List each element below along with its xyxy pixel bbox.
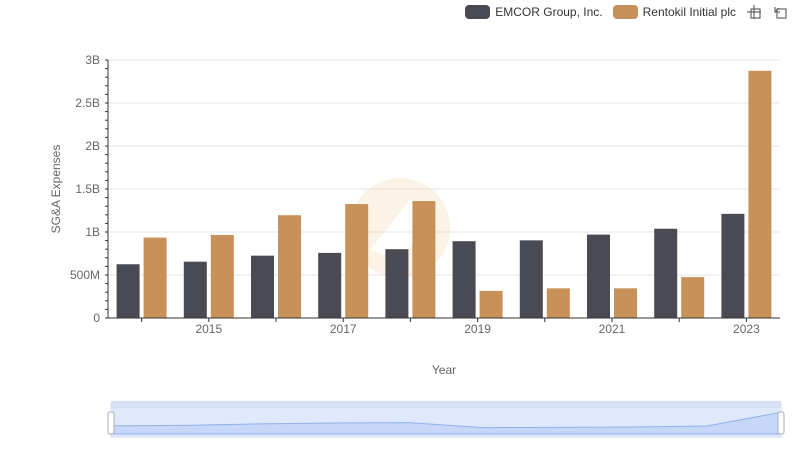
- bar-rentokil-2021[interactable]: [614, 288, 637, 318]
- legend-label-emcor: EMCOR Group, Inc.: [495, 5, 603, 19]
- legend-swatch-emcor: [465, 5, 491, 19]
- y-tick-label: 2.5B: [75, 96, 100, 110]
- x-axis: 2015 2017 2019 2021 2023: [108, 317, 780, 336]
- x-tick-label: 2021: [599, 322, 626, 336]
- slider-handle-left[interactable]: [107, 411, 115, 435]
- y-tick-label: 2B: [85, 139, 100, 153]
- legend-item-emcor[interactable]: EMCOR Group, Inc.: [465, 5, 603, 19]
- y-tick-label: 3B: [85, 53, 100, 67]
- bars: [116, 70, 772, 318]
- restore-icon[interactable]: [772, 4, 788, 20]
- y-tick-label: 1B: [85, 225, 100, 239]
- bar-emcor-2018[interactable]: [385, 249, 409, 318]
- bar-emcor-2020[interactable]: [519, 240, 543, 318]
- bar-emcor-2019[interactable]: [452, 241, 476, 318]
- bar-rentokil-2015[interactable]: [210, 235, 234, 318]
- y-tick-label: 1.5B: [75, 182, 100, 196]
- bar-emcor-2015[interactable]: [183, 261, 207, 318]
- bar-emcor-2016[interactable]: [251, 255, 274, 318]
- bar-rentokil-2019[interactable]: [479, 290, 503, 318]
- bar-rentokil-2018[interactable]: [412, 201, 436, 318]
- y-axis-title: SG&A Expenses: [49, 145, 63, 234]
- x-tick-label: 2023: [733, 322, 760, 336]
- bar-emcor-2021[interactable]: [587, 234, 610, 318]
- x-tick-label: 2019: [464, 322, 491, 336]
- y-tick-label: 500M: [70, 268, 100, 282]
- bar-rentokil-2017[interactable]: [345, 204, 369, 318]
- bar-rentokil-2016[interactable]: [278, 215, 301, 318]
- x-tick-label: 2015: [195, 322, 222, 336]
- bar-emcor-2022[interactable]: [654, 228, 678, 318]
- y-axis: 0 500M 1B 1.5B 2B 2.5B 3B: [70, 53, 109, 325]
- bar-emcor-2014[interactable]: [116, 264, 140, 318]
- zoom-slider[interactable]: [107, 401, 785, 438]
- slider-top-bar[interactable]: [111, 401, 781, 408]
- bar-rentokil-2023[interactable]: [748, 70, 772, 318]
- x-tick-label: 2017: [330, 322, 357, 336]
- bar-rentokil-2014[interactable]: [143, 237, 167, 318]
- bar-rentokil-2020[interactable]: [546, 288, 570, 318]
- slider-handle-right[interactable]: [777, 411, 785, 435]
- grid-lines: [108, 59, 780, 319]
- bar-rentokil-2022[interactable]: [681, 277, 705, 318]
- legend-swatch-rentokil: [612, 5, 638, 19]
- bar-emcor-2017[interactable]: [318, 252, 342, 318]
- legend-item-rentokil[interactable]: Rentokil Initial plc: [612, 5, 736, 19]
- bar-emcor-2023[interactable]: [721, 213, 745, 318]
- legend-label-rentokil: Rentokil Initial plc: [642, 5, 736, 19]
- zoom-icon[interactable]: [746, 4, 762, 20]
- y-tick-label: 0: [93, 311, 100, 325]
- legend: EMCOR Group, Inc. Rentokil Initial plc: [465, 4, 788, 20]
- x-axis-title: Year: [432, 363, 456, 377]
